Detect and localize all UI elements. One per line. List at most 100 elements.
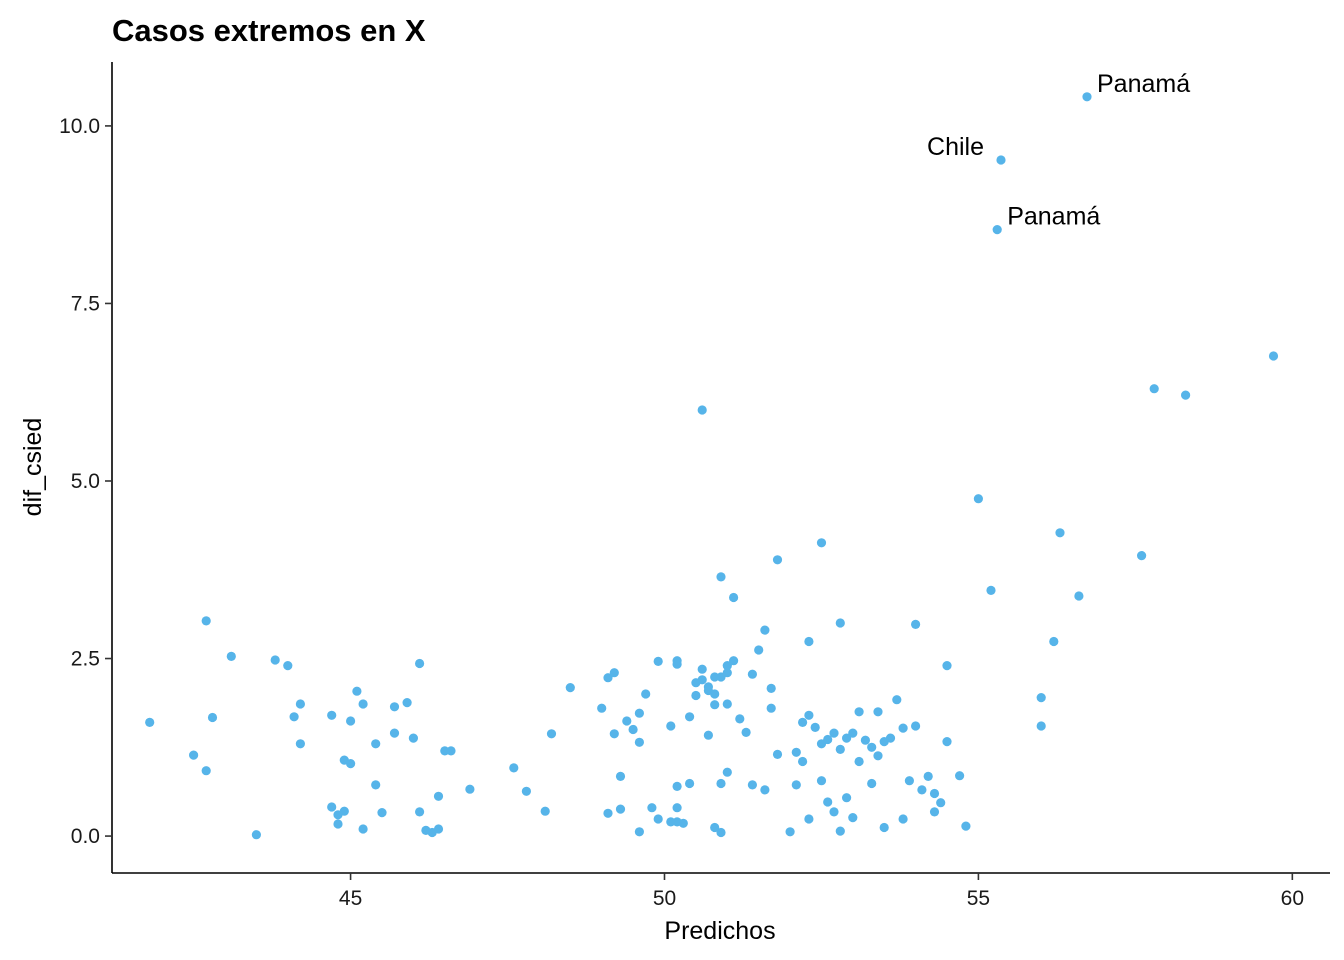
data-point-109 — [804, 814, 814, 824]
data-point-150 — [961, 821, 971, 831]
x-axis-ticks: 45 50 55 60 — [339, 873, 1304, 910]
data-point-22 — [358, 699, 368, 709]
data-point-101 — [772, 749, 783, 760]
data-point-131 — [873, 751, 883, 761]
data-point-85 — [716, 827, 726, 838]
data-point-55 — [634, 827, 645, 837]
y-tick-label-0: 0.0 — [71, 825, 100, 848]
data-point-8 — [283, 661, 293, 671]
data-point-5 — [226, 651, 236, 662]
data-point-160 — [1082, 92, 1092, 102]
data-point-31 — [415, 658, 425, 669]
data-point-35 — [433, 791, 444, 801]
data-point-153 — [996, 155, 1006, 165]
data-point-119 — [835, 744, 845, 755]
data-point-126 — [854, 707, 864, 717]
data-point-121 — [835, 826, 845, 836]
data-point-3 — [201, 766, 211, 776]
data-point-113 — [816, 776, 827, 786]
data-point-132 — [873, 707, 883, 717]
data-point-136 — [892, 695, 902, 705]
data-point-58 — [653, 814, 663, 824]
data-point-47 — [609, 668, 619, 678]
data-point-117 — [829, 728, 839, 738]
data-point-78 — [710, 822, 720, 833]
data-point-24 — [371, 780, 381, 790]
data-point-114 — [816, 538, 827, 548]
data-point-13 — [327, 802, 337, 812]
data-point-91 — [729, 656, 739, 666]
y-axis-ticks: 0.0 2.5 5.0 7.5 10.0 — [59, 115, 112, 848]
data-point-108 — [804, 710, 814, 720]
data-point-96 — [754, 645, 764, 655]
data-point-98 — [760, 785, 770, 795]
y-tick-label-3: 7.5 — [71, 292, 100, 315]
data-point-18 — [346, 759, 356, 769]
data-point-45 — [603, 673, 613, 683]
data-point-84 — [716, 778, 726, 789]
x-tick-label-1: 50 — [653, 887, 676, 910]
data-point-116 — [823, 734, 833, 745]
data-point-15 — [333, 819, 343, 829]
data-point-159 — [1074, 591, 1084, 601]
data-point-81 — [710, 672, 720, 682]
chart-title: Casos extremos en X — [112, 13, 426, 48]
data-point-105 — [791, 780, 801, 790]
data-point-60 — [666, 721, 676, 731]
data-point-30 — [415, 807, 425, 817]
data-point-157 — [1049, 636, 1059, 647]
data-point-61 — [666, 817, 676, 827]
data-point-89 — [722, 767, 732, 777]
data-point-145 — [929, 788, 940, 799]
data-point-50 — [615, 804, 626, 814]
data-point-106 — [798, 717, 808, 728]
data-point-87 — [722, 661, 732, 671]
data-point-53 — [634, 708, 645, 718]
x-tick-label-0: 45 — [339, 887, 362, 910]
annotation-label-0: Panamá — [1097, 70, 1190, 98]
data-point-162 — [1149, 384, 1159, 394]
data-point-72 — [697, 405, 707, 415]
data-point-129 — [867, 742, 877, 752]
data-point-12 — [327, 710, 337, 720]
data-point-38 — [465, 784, 475, 794]
data-point-140 — [911, 721, 921, 731]
data-point-7 — [270, 655, 280, 665]
data-point-158 — [1055, 528, 1065, 538]
data-point-28 — [402, 698, 412, 708]
data-point-54 — [634, 737, 645, 747]
data-point-128 — [860, 735, 871, 745]
x-axis-title: Predichos — [664, 917, 775, 945]
data-point-148 — [942, 737, 952, 747]
data-point-102 — [772, 555, 783, 565]
data-point-68 — [685, 778, 695, 789]
data-point-154 — [986, 585, 996, 596]
annotation-label-2: Panamá — [1007, 203, 1100, 231]
data-point-123 — [842, 793, 852, 803]
data-point-133 — [879, 822, 889, 833]
data-point-42 — [546, 729, 557, 739]
data-point-20 — [352, 686, 362, 696]
data-point-93 — [741, 727, 751, 738]
data-point-41 — [540, 806, 550, 816]
data-point-59 — [653, 656, 663, 667]
data-point-77 — [703, 730, 714, 740]
data-point-147 — [942, 661, 952, 671]
y-tick-label-2: 5.0 — [71, 470, 100, 493]
data-point-40 — [521, 786, 532, 796]
data-point-155 — [1036, 693, 1046, 703]
data-point-95 — [747, 780, 758, 790]
data-point-9 — [289, 712, 299, 722]
data-point-64 — [672, 803, 682, 813]
data-point-111 — [810, 722, 820, 733]
x-tick-label-2: 55 — [967, 887, 990, 910]
data-point-130 — [867, 778, 877, 789]
data-point-74 — [697, 664, 707, 674]
annotations: Panamá Chile Panamá — [927, 70, 1190, 231]
data-point-44 — [597, 703, 607, 713]
data-point-152 — [992, 225, 1002, 235]
data-point-37 — [446, 746, 456, 756]
data-point-149 — [955, 771, 965, 781]
data-point-63 — [672, 659, 682, 669]
